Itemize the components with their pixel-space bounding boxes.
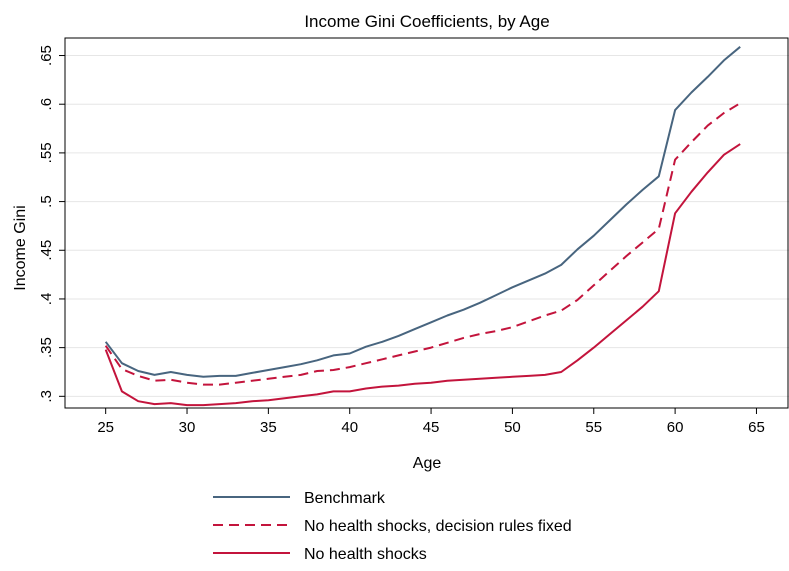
y-tick-label: .5 bbox=[38, 195, 55, 208]
legend: Benchmark No health shocks, decision rule… bbox=[213, 490, 572, 563]
x-axis-label: Age bbox=[413, 455, 442, 472]
x-tick-label: 30 bbox=[179, 419, 196, 436]
x-tick-label: 60 bbox=[667, 419, 684, 436]
legend-label-2: No health shocks, decision rules fixed bbox=[304, 518, 572, 535]
y-tick-label: .35 bbox=[38, 337, 55, 358]
y-tick-label: .4 bbox=[38, 293, 55, 306]
grid-lines bbox=[65, 55, 789, 397]
x-tick-label: 40 bbox=[341, 419, 358, 436]
y-tick-label: .55 bbox=[38, 142, 55, 163]
x-axis: 25 30 35 40 45 50 55 60 65 bbox=[97, 408, 765, 436]
series-line-1 bbox=[104, 46, 741, 378]
series-line-3 bbox=[104, 143, 741, 407]
x-tick-label: 25 bbox=[97, 419, 114, 436]
y-tick-label: .6 bbox=[38, 98, 55, 111]
series-line-2 bbox=[104, 102, 741, 386]
series-lines bbox=[104, 46, 741, 407]
x-tick-label: 35 bbox=[260, 419, 277, 436]
y-tick-label: .3 bbox=[38, 390, 55, 403]
chart-title: Income Gini Coefficients, by Age bbox=[304, 12, 549, 31]
legend-label-1: Benchmark bbox=[304, 490, 386, 507]
y-axis: .3 .35 .4 .45 .5 .55 .6 .65 bbox=[38, 45, 65, 403]
y-tick-label: .45 bbox=[38, 240, 55, 261]
y-tick-label: .65 bbox=[38, 45, 55, 66]
x-tick-label: 45 bbox=[423, 419, 440, 436]
x-tick-label: 65 bbox=[748, 419, 765, 436]
x-tick-label: 55 bbox=[585, 419, 602, 436]
x-tick-label: 50 bbox=[504, 419, 521, 436]
plot-area-frame bbox=[64, 37, 789, 409]
legend-label-3: No health shocks bbox=[304, 546, 427, 563]
y-axis-label: Income Gini bbox=[12, 205, 29, 290]
